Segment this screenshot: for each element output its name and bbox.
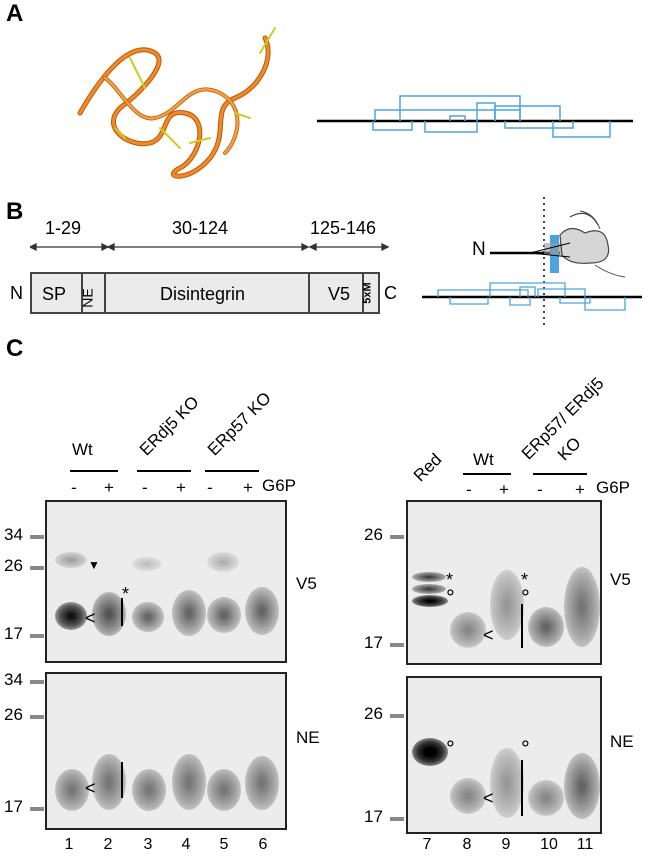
- mw-17-bottom: 17: [4, 797, 23, 816]
- smear-bar-lane9-v5: [521, 604, 523, 648]
- lane-4: 4: [181, 836, 191, 853]
- lane-11: 11: [576, 836, 594, 853]
- blot-right-v5: [406, 500, 602, 665]
- panel-b-label: B: [6, 198, 24, 225]
- mw-34-bottom: 34: [4, 670, 23, 689]
- n-terminus: N: [10, 283, 23, 303]
- lt-marker-lane8-ne: <: [483, 788, 494, 808]
- range-sp: 1-29: [45, 218, 82, 238]
- group-erdj5-ko: ERdj5 KO: [135, 392, 203, 460]
- lane-10: 10: [540, 836, 558, 853]
- group-wt-right: Wt: [473, 450, 494, 469]
- mw-26-right-top: 26: [364, 525, 383, 544]
- group-erp57-ko: ERp57 KO: [203, 388, 275, 460]
- range-arrows: [30, 242, 390, 252]
- c-terminus: C: [384, 283, 397, 303]
- sign-10: +: [575, 480, 585, 499]
- range-disintegrin: 30-124: [172, 218, 229, 238]
- lt-marker-lane1-ne: <: [85, 778, 96, 798]
- circle-marker-lane7: °: [446, 585, 455, 610]
- lane-3: 3: [143, 836, 153, 853]
- panel-a-label: A: [6, 0, 24, 27]
- mw-17-right-bottom: 17: [364, 807, 383, 826]
- mw-26-bottom: 26: [4, 705, 23, 724]
- domain-5xm: 5xM: [361, 282, 374, 304]
- domain-ne: NE: [79, 288, 96, 308]
- domain-sp: SP: [42, 284, 67, 304]
- triangle-marker: ▼: [88, 558, 100, 572]
- blot-left-v5: [45, 500, 287, 663]
- mw-26-top: 26: [4, 556, 23, 575]
- smear-bar-lane2-v5: [121, 598, 123, 626]
- sign-8: +: [499, 480, 509, 499]
- panel-c-label: C: [6, 335, 24, 362]
- sign-6: +: [243, 478, 253, 497]
- lane-6: 6: [258, 836, 268, 853]
- group-red: Red: [409, 449, 446, 486]
- g6p-label-right: G6P: [596, 478, 631, 497]
- domain-v5: V5: [328, 284, 351, 304]
- smear-bar-lane2-ne: [121, 762, 123, 798]
- lane-9: 9: [501, 836, 511, 853]
- lane-5: 5: [219, 836, 229, 853]
- lt-marker-lane8-v5: <: [483, 625, 494, 645]
- domain-bar: SP NE Disintegrin V5 5xM: [30, 272, 380, 314]
- group-ko: KO: [553, 433, 585, 465]
- mw-26-right-bottom: 26: [364, 704, 383, 723]
- sign-2: +: [104, 478, 114, 497]
- mw-17-top: 17: [4, 624, 23, 643]
- lane-7: 7: [422, 836, 432, 853]
- star-marker-lane2-v5: *: [122, 584, 130, 604]
- range-v5: 125-146: [310, 218, 377, 238]
- lane-2: 2: [103, 836, 113, 853]
- lane-8: 8: [462, 836, 472, 853]
- cotranslational-schematic: [422, 197, 642, 325]
- blot-right-ne-label: NE: [610, 732, 634, 751]
- schematic-n-label: N: [472, 239, 486, 260]
- sign-5: -: [207, 478, 213, 497]
- blot-left-ne-label: NE: [296, 728, 320, 747]
- disulfide-connectivity-diagram: [317, 95, 633, 138]
- circle-marker-lane7-ne: °: [446, 736, 455, 761]
- sign-1: -: [71, 478, 77, 497]
- blot-right-ne: [406, 676, 602, 834]
- g6p-label-left: G6P: [262, 476, 297, 495]
- blot-right-v5-label: V5: [610, 570, 631, 589]
- blot-left-v5-label: V5: [296, 574, 317, 593]
- blot-left-ne: [45, 672, 287, 830]
- protein-structure-ribbon: [77, 27, 276, 179]
- mw-34-top: 34: [4, 525, 23, 544]
- sign-7: -: [466, 480, 472, 499]
- lane-1: 1: [64, 836, 74, 853]
- sign-9: -: [537, 480, 543, 499]
- sign-3: -: [142, 478, 148, 497]
- mw-17-right-top: 17: [364, 633, 383, 652]
- sign-4: +: [176, 478, 186, 497]
- star-marker-lane7: *: [446, 570, 454, 590]
- circle-marker-lane9: °: [521, 585, 530, 610]
- group-wt: Wt: [72, 440, 93, 459]
- domain-disintegrin: Disintegrin: [160, 284, 246, 304]
- circle-marker-lane9-ne: °: [521, 736, 530, 761]
- lt-marker-lane1-v5: <: [85, 608, 96, 628]
- smear-bar-lane9-ne: [521, 760, 523, 816]
- star-marker-lane9: *: [521, 570, 529, 590]
